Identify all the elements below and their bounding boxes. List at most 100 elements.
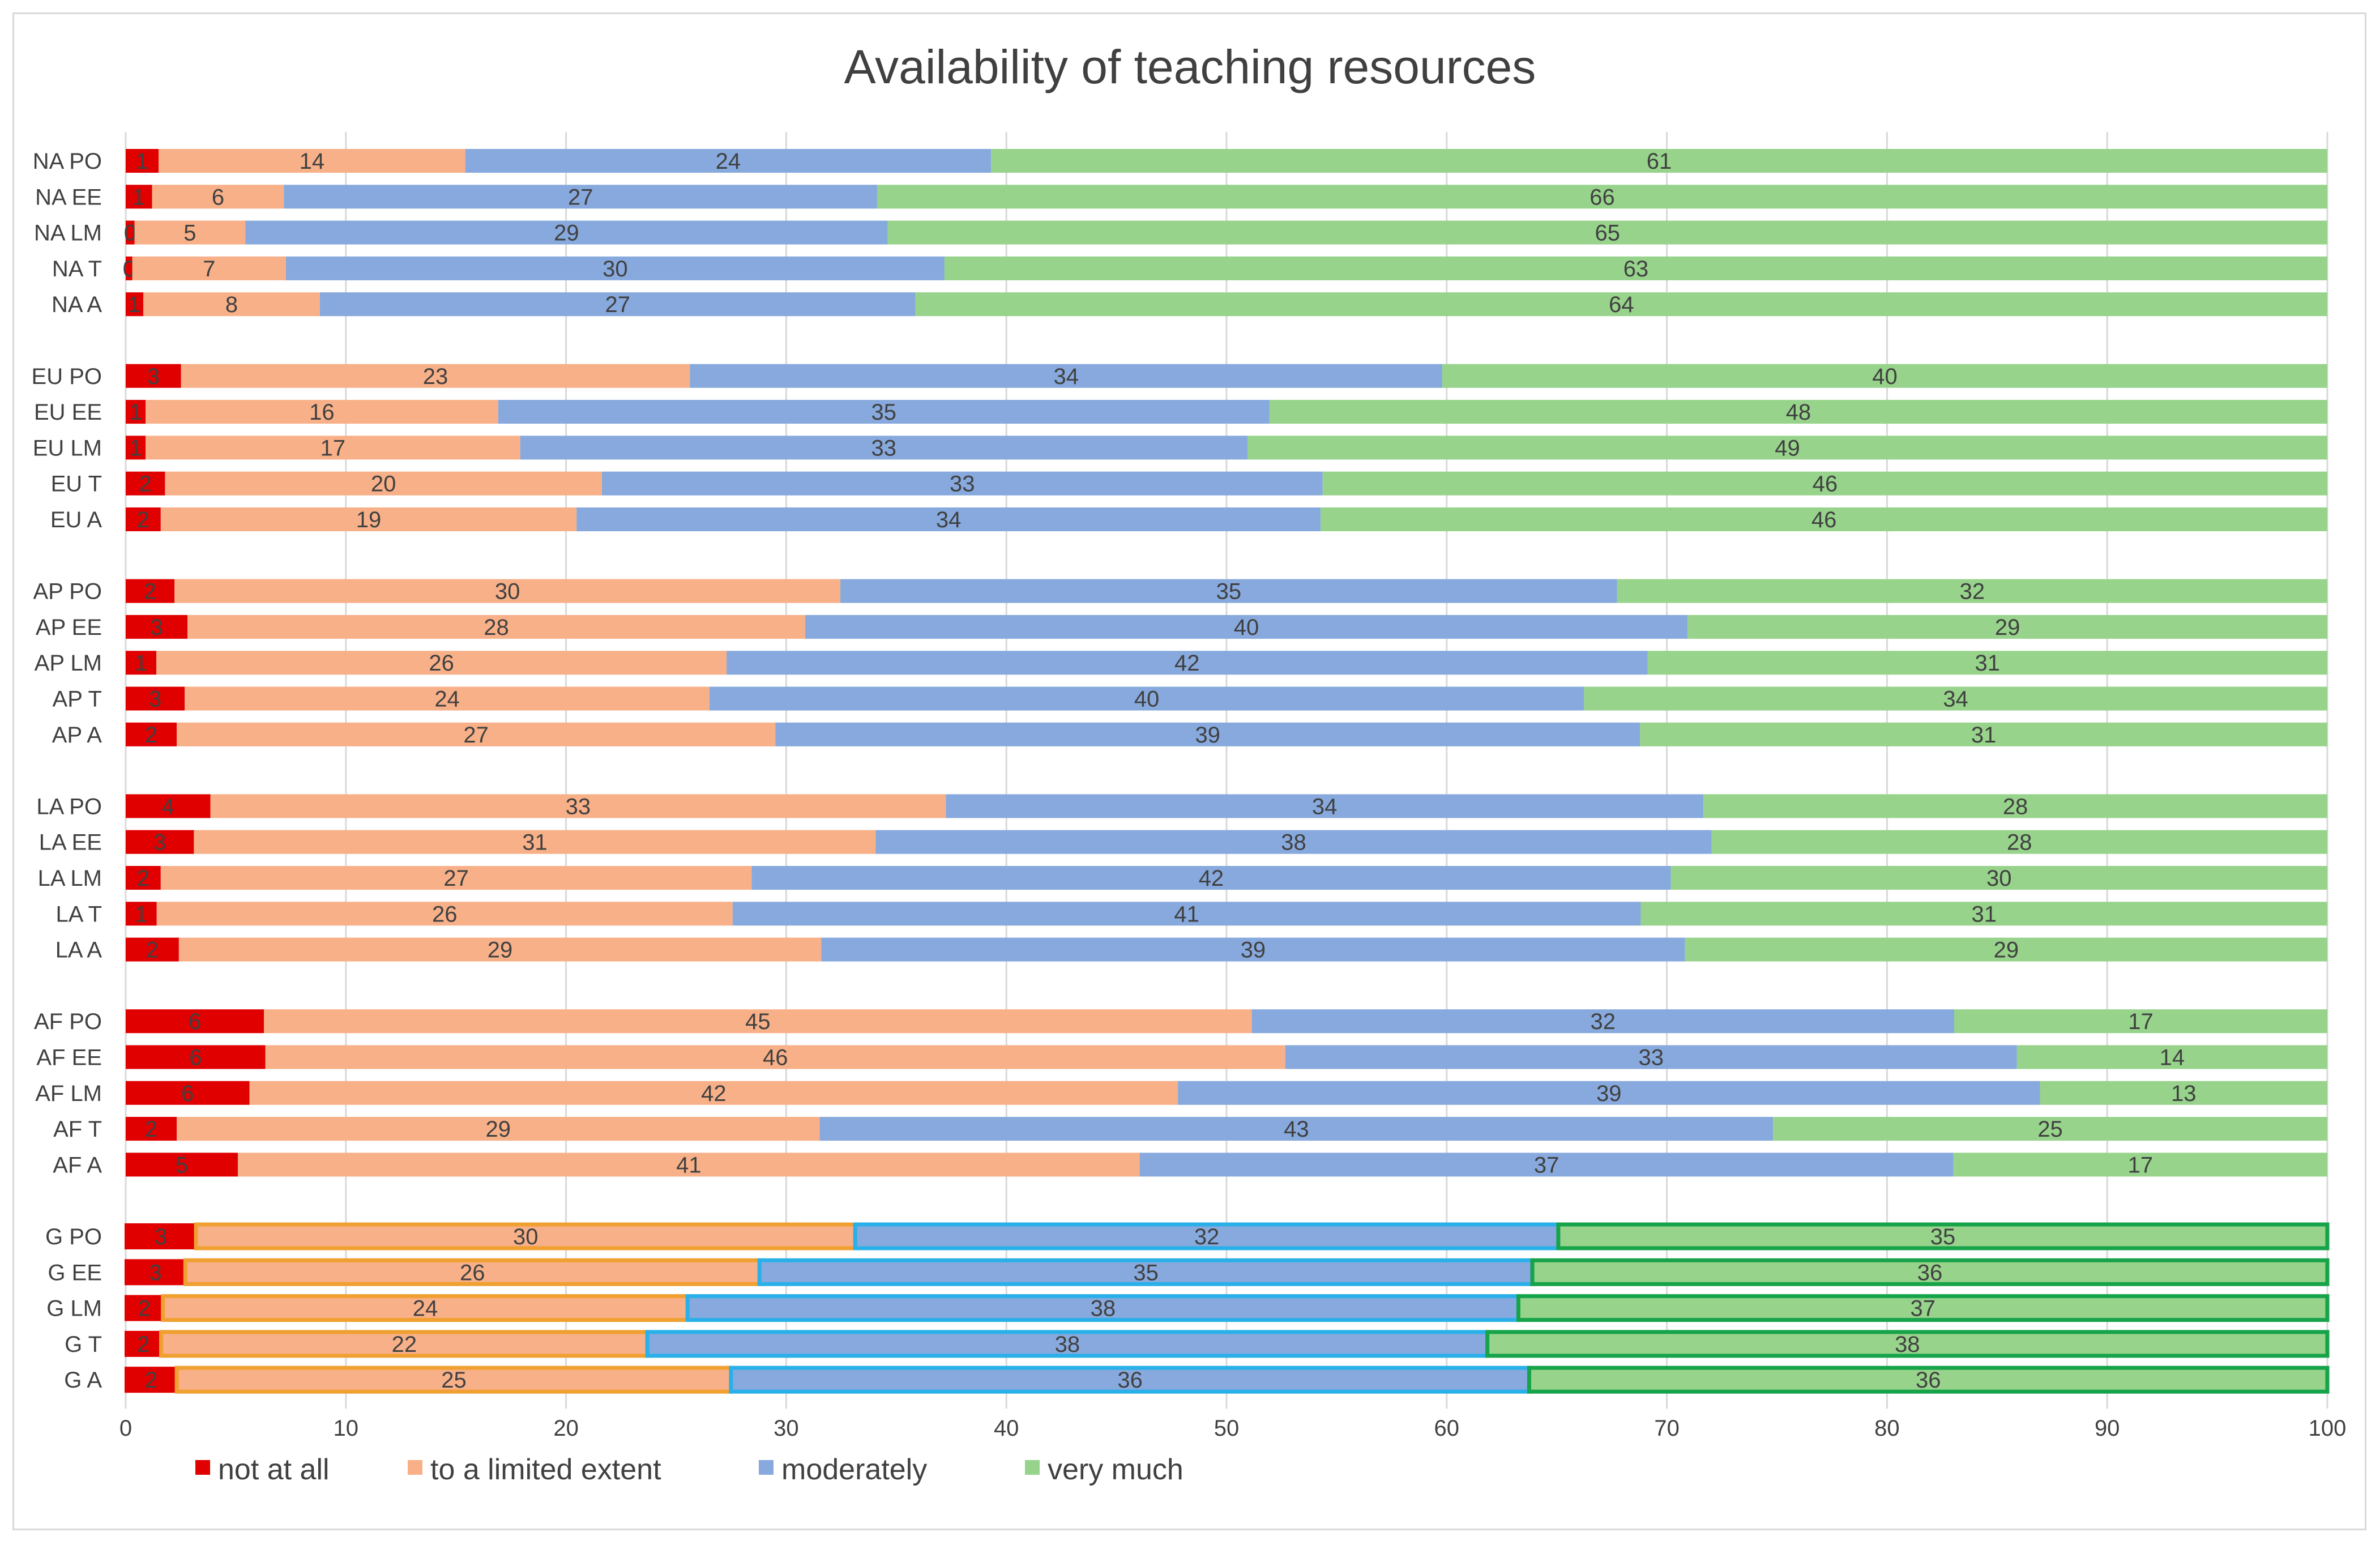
legend-label: very much (1048, 1453, 1183, 1486)
data-label: 33 (871, 436, 897, 460)
bar-segment (1953, 1153, 2327, 1177)
data-label: 34 (1943, 687, 1968, 712)
bar-segment (126, 614, 188, 639)
category-label: AP A (52, 723, 102, 748)
data-label: 30 (1986, 866, 2012, 891)
data-label: 4 (162, 794, 174, 819)
bar-segment (187, 614, 805, 639)
category-label: EU A (50, 507, 102, 532)
data-label: 26 (432, 902, 458, 927)
bar-segment (126, 902, 157, 926)
legend-label: to a limited extent (430, 1453, 661, 1486)
data-label: 38 (1091, 1296, 1116, 1321)
bar-segment (498, 400, 1270, 424)
bar-segment (126, 256, 133, 280)
category-label: G LM (46, 1296, 102, 1321)
x-tick-label: 0 (119, 1416, 132, 1441)
bar-segment (946, 794, 1704, 818)
data-label: 13 (2171, 1081, 2197, 1106)
data-label: 32 (1960, 579, 1985, 604)
x-tick-label: 80 (1874, 1416, 1900, 1441)
bar-segment (1617, 579, 2327, 603)
data-label: 6 (189, 1009, 201, 1034)
bar-segment (146, 436, 520, 460)
bar-segment (126, 794, 211, 818)
bar-segment (238, 1153, 1140, 1177)
bar-segment (265, 1045, 1285, 1069)
data-label: 66 (1589, 185, 1615, 210)
x-tick-label: 30 (774, 1416, 799, 1441)
data-label: 42 (1199, 866, 1224, 891)
data-label: 34 (936, 507, 962, 532)
bar-segment (944, 256, 2328, 280)
x-tick-label: 40 (994, 1416, 1019, 1441)
category-label: EU LM (33, 436, 102, 460)
data-label: 32 (1591, 1009, 1616, 1034)
bar-segment (126, 507, 161, 531)
data-label: 2 (145, 723, 157, 748)
data-label: 29 (554, 221, 579, 246)
data-label: 64 (1609, 292, 1634, 317)
bar-segment (284, 185, 878, 209)
bar-segment (160, 866, 752, 890)
data-label: 2 (139, 472, 152, 497)
bar-segment (1647, 651, 2327, 675)
category-label: EU EE (34, 400, 102, 425)
legend-swatch (408, 1460, 422, 1475)
data-label: 27 (568, 185, 593, 210)
data-label: 22 (392, 1332, 417, 1357)
data-label: 3 (155, 1224, 167, 1249)
data-label: 2 (146, 938, 159, 963)
bar-segment (125, 1259, 187, 1286)
data-label: 38 (1055, 1332, 1080, 1357)
category-label: AP PO (33, 579, 102, 604)
data-label: 26 (460, 1260, 485, 1285)
x-tick-label: 70 (1654, 1416, 1680, 1441)
data-label: 36 (1117, 1368, 1143, 1393)
bar-segment (1685, 937, 2327, 962)
data-label: 31 (1971, 902, 1997, 927)
data-label: 40 (1234, 615, 1259, 640)
legend-swatch (1025, 1460, 1040, 1475)
category-label: LA PO (36, 794, 102, 819)
category-label: AF EE (36, 1045, 102, 1070)
bar-segment (1139, 1153, 1954, 1177)
data-label: 27 (463, 723, 489, 748)
data-label: 27 (605, 292, 631, 317)
bar-segment (264, 1009, 1252, 1034)
chart-title: Availability of teaching resources (844, 40, 1536, 93)
bar-segment (143, 292, 320, 317)
category-label: NA LM (34, 221, 102, 246)
data-label: 35 (871, 400, 897, 425)
data-label: 1 (136, 149, 148, 174)
bar-segment (152, 185, 284, 209)
category-label: NA PO (33, 149, 102, 174)
bar-segment (690, 364, 1442, 388)
data-label: 5 (176, 1153, 188, 1177)
data-label: 6 (212, 185, 224, 210)
data-label: 3 (149, 687, 161, 712)
bar-segment (134, 220, 246, 245)
bar-segment (285, 256, 945, 280)
category-label: EU PO (32, 364, 102, 389)
data-label: 48 (1786, 400, 1811, 425)
bar-segment (126, 1081, 250, 1105)
bar-segment (126, 830, 194, 854)
category-label: AF LM (35, 1081, 102, 1106)
x-tick-label: 90 (2095, 1416, 2120, 1441)
bar-segment (601, 471, 1323, 496)
data-label: 65 (1595, 221, 1621, 246)
x-tick-label: 50 (1214, 1416, 1240, 1441)
category-label: AF PO (34, 1009, 102, 1034)
data-label: 30 (603, 257, 628, 281)
data-label: 46 (763, 1045, 788, 1070)
data-label: 17 (2128, 1153, 2153, 1177)
bar-segment (709, 686, 1584, 711)
data-label: 63 (1623, 257, 1649, 281)
data-label: 32 (1194, 1224, 1220, 1249)
data-label: 24 (413, 1296, 438, 1321)
bar-segment (1687, 614, 2327, 639)
bar-segment (727, 651, 1648, 675)
data-label: 2 (137, 507, 149, 532)
category-label: NA A (52, 292, 102, 317)
